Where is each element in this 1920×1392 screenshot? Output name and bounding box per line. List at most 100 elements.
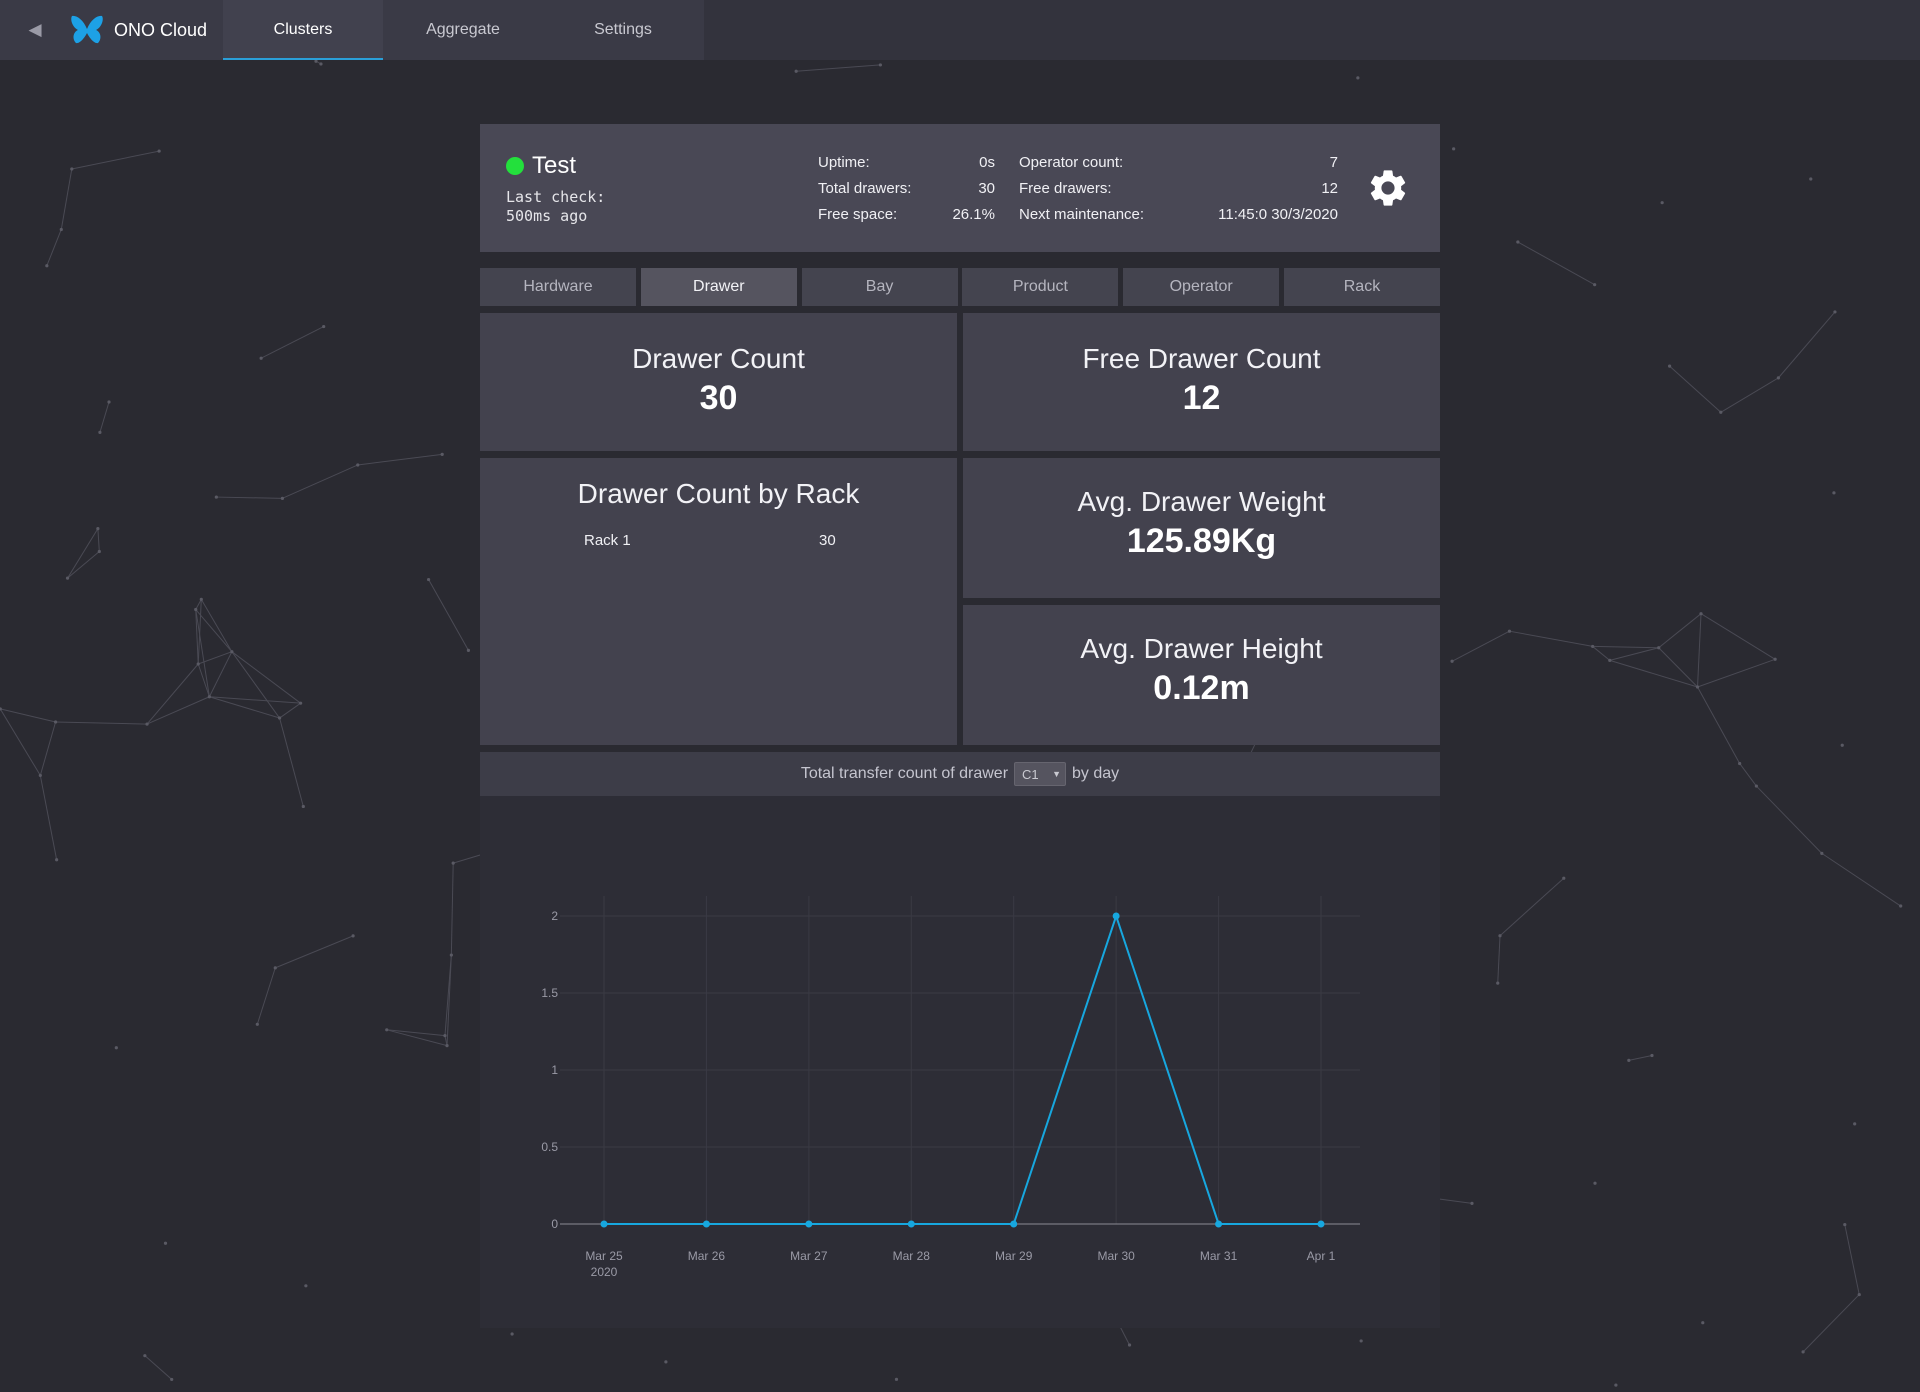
- network-node: [214, 495, 218, 499]
- rack-list: Rack 1 30: [480, 532, 957, 549]
- brand[interactable]: ONO Cloud: [70, 0, 223, 60]
- network-node: [1668, 364, 1672, 368]
- network-node: [196, 662, 200, 666]
- network-edge: [67, 528, 99, 579]
- network-node: [53, 720, 58, 724]
- network-node: [230, 650, 234, 654]
- x-tick-label: Mar 28: [893, 1249, 931, 1263]
- network-node: [255, 1022, 259, 1026]
- stat-value: 0s: [979, 154, 995, 171]
- gear-icon[interactable]: [1366, 166, 1410, 210]
- tab-product[interactable]: Product: [962, 268, 1119, 306]
- network-node: [451, 861, 455, 865]
- network-node: [1840, 743, 1844, 747]
- network-node: [319, 62, 323, 66]
- network-edge: [428, 579, 469, 651]
- network-node: [440, 452, 444, 456]
- tab-hardware[interactable]: Hardware: [480, 268, 636, 306]
- nav-tab-clusters[interactable]: Clusters: [223, 0, 383, 60]
- network-node: [445, 1043, 449, 1048]
- network-node: [443, 1033, 447, 1038]
- cluster-name-row: Test: [506, 152, 576, 180]
- network-node: [1496, 981, 1500, 985]
- network-edge: [144, 1355, 173, 1380]
- network-edge: [195, 609, 199, 665]
- rack-label: Rack 1: [584, 532, 631, 549]
- network-node: [314, 59, 318, 63]
- network-edge: [46, 229, 62, 266]
- y-tick-label: 0.5: [541, 1140, 558, 1154]
- network-node: [1843, 1222, 1847, 1227]
- stat-value: 7: [1329, 154, 1338, 171]
- network-node: [259, 356, 263, 360]
- network-edge: [195, 609, 233, 653]
- series-line: [604, 912, 1321, 1225]
- network-edge: [279, 702, 301, 719]
- category-tabs: Hardware Drawer Bay Product Operator Rac…: [480, 268, 1440, 306]
- detail-tiles-row: Drawer Count by Rack Rack 1 30 Avg. Draw…: [480, 458, 1440, 745]
- network-edge: [357, 453, 443, 466]
- network-node: [1608, 658, 1612, 662]
- x-tick-label: Mar 31: [1200, 1249, 1238, 1263]
- network-node: [1832, 491, 1836, 495]
- y-tick-label: 1: [551, 1063, 558, 1077]
- network-node: [1562, 876, 1566, 880]
- network-node: [1738, 761, 1742, 766]
- network-node: [1657, 646, 1661, 650]
- network-edge: [209, 696, 280, 719]
- x-tick-label: Mar 30: [1097, 1249, 1135, 1263]
- network-edge: [260, 326, 324, 359]
- network-node: [45, 264, 49, 268]
- cluster-stats-right: Operator count: 7 Free drawers: 12 Next …: [1019, 150, 1338, 228]
- cluster-name: Test: [532, 152, 577, 179]
- data-point: [1010, 1220, 1018, 1228]
- tab-drawer[interactable]: Drawer: [640, 268, 797, 306]
- network-edge: [1499, 877, 1565, 937]
- cluster-status-card: Test Last check: 500ms ago Uptime: 0s To…: [480, 124, 1440, 252]
- tab-rack[interactable]: Rack: [1283, 268, 1440, 306]
- nav-tab-aggregate[interactable]: Aggregate: [426, 21, 500, 38]
- network-node: [1773, 657, 1777, 661]
- cluster-dashboard: Test Last check: 500ms ago Uptime: 0s To…: [480, 124, 1440, 1328]
- stat-free-space: Free space: 26.1%: [818, 202, 995, 228]
- stat-label: Free space:: [818, 206, 898, 223]
- network-edge: [146, 696, 210, 725]
- drawer-select-value: C1: [1022, 766, 1039, 782]
- network-node: [1699, 612, 1703, 616]
- network-edge: [1844, 1224, 1860, 1295]
- x-tick-label: Apr 1: [1307, 1249, 1336, 1263]
- network-node: [1359, 1339, 1363, 1343]
- network-edge: [0, 708, 56, 723]
- network-node: [1695, 685, 1700, 689]
- stat-next-maintenance: Next maintenance: 11:45:0 30/3/2020: [1019, 202, 1338, 228]
- network-node: [356, 463, 360, 467]
- network-node: [0, 707, 2, 711]
- network-node: [59, 227, 63, 232]
- back-button[interactable]: ◀: [0, 0, 70, 60]
- top-navigation-fill: [704, 0, 1920, 60]
- chevron-down-icon: ▼: [1052, 769, 1062, 779]
- y-tick-label: 1.5: [541, 986, 558, 1000]
- tab-operator[interactable]: Operator: [1123, 268, 1280, 306]
- tile-value: 30: [699, 379, 738, 417]
- nav-tab-settings[interactable]: Settings: [594, 21, 652, 38]
- top-navigation: ◀ ONO Cloud Clusters Aggregate Settings: [0, 0, 704, 60]
- network-edge: [444, 955, 452, 1036]
- drawer-select[interactable]: C1 ▼: [1014, 762, 1067, 786]
- data-point: [1317, 1220, 1325, 1228]
- network-node: [65, 576, 70, 580]
- network-node: [1701, 1321, 1705, 1325]
- brand-name: ONO Cloud: [114, 19, 208, 40]
- stat-value: 26.1%: [952, 206, 995, 223]
- data-point: [907, 1220, 915, 1228]
- network-node: [1614, 1383, 1618, 1387]
- data-point: [1215, 1220, 1223, 1228]
- network-node: [1356, 76, 1360, 80]
- network-edge: [796, 64, 881, 72]
- tab-bay[interactable]: Bay: [801, 268, 958, 306]
- y-tick-label: 0: [551, 1217, 558, 1231]
- network-node: [163, 1241, 168, 1245]
- network-node: [794, 69, 798, 73]
- network-edge: [0, 708, 41, 776]
- network-node: [1591, 644, 1595, 649]
